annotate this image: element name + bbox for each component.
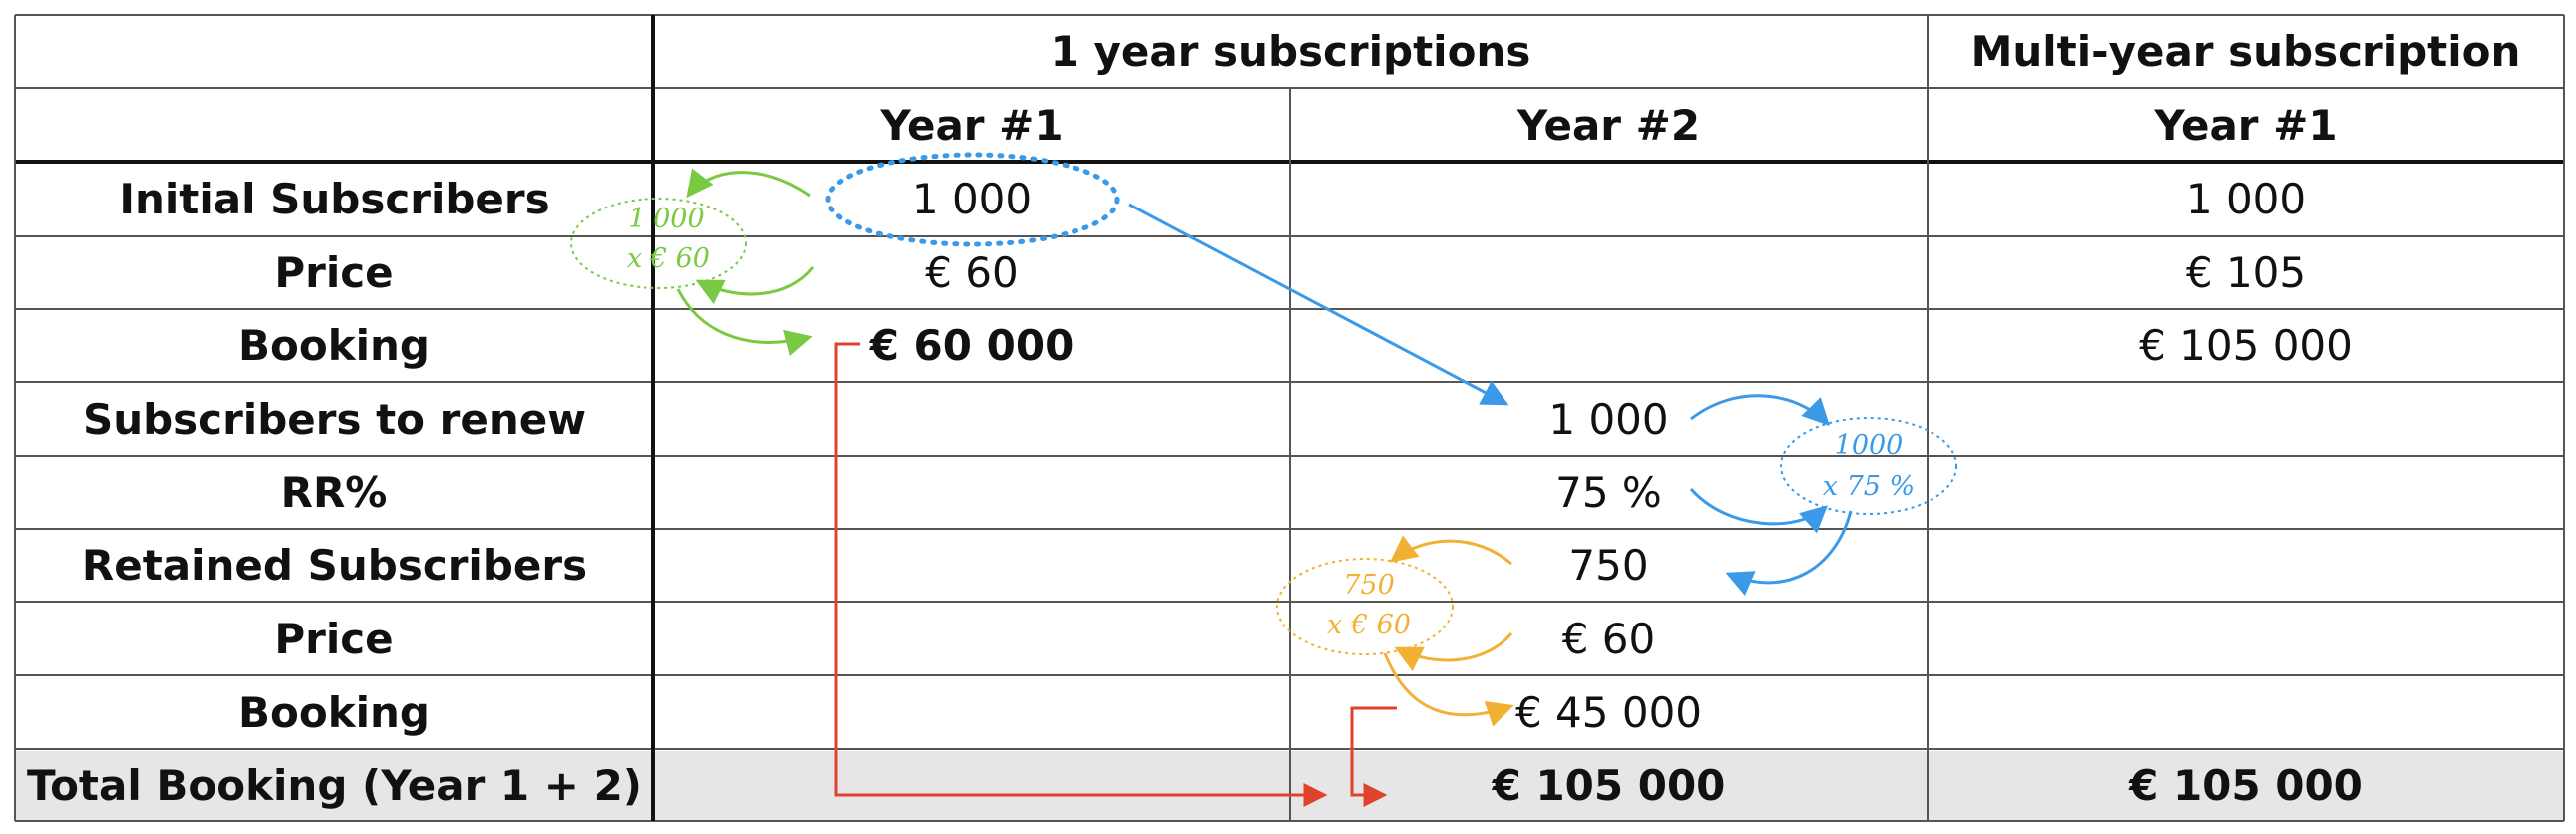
blue-arrow-middle xyxy=(1689,488,1829,534)
row-label-rr-percent: RR% xyxy=(280,468,388,517)
cell-booking-renewal-y1 xyxy=(653,675,1290,749)
cell-price-renewal-y1 xyxy=(653,602,1290,675)
cell-total-booking-multi: € 105 000 xyxy=(2129,760,2362,810)
cell-price-renewal-multi xyxy=(1928,602,2564,675)
cell-retained-subscribers-multi xyxy=(1928,529,2564,602)
cell-price-multi: € 105 xyxy=(2185,248,2307,297)
green-note-line2: x € 60 xyxy=(627,243,710,274)
row-label-price-renewal: Price xyxy=(274,614,394,663)
orange-arrow-middle xyxy=(1394,632,1513,671)
blue-note-line2: x 75 % xyxy=(1823,471,1915,502)
orange-arrow-top xyxy=(1389,535,1512,566)
row-label-subscribers-to-renew: Subscribers to renew xyxy=(82,394,587,444)
cell-booking-y1: € 60 000 xyxy=(869,321,1074,370)
green-arrow-middle xyxy=(695,266,815,304)
blue-arrow-bottom xyxy=(1725,510,1853,597)
row-label-price: Price xyxy=(274,248,394,297)
cell-initial-subscribers-y1: 1 000 xyxy=(911,175,1033,223)
blue-note-bubble xyxy=(1780,417,1957,515)
initial-subscribers-highlight xyxy=(825,152,1120,247)
cell-initial-subscribers-multi: 1 000 xyxy=(2185,175,2307,223)
cell-subscribers-to-renew-y2: 1 000 xyxy=(1548,394,1669,444)
header-1yr-year2: Year #2 xyxy=(1516,100,1701,150)
row-label-initial-subscribers: Initial Subscribers xyxy=(119,175,550,223)
green-arrow-bottom xyxy=(676,288,813,357)
orange-arrow-bottom xyxy=(1383,652,1514,727)
cell-subscribers-to-renew-y1 xyxy=(653,382,1290,456)
header-group-multi: Multi-year subscription xyxy=(1970,27,2521,76)
cell-price-y1: € 60 xyxy=(925,248,1019,297)
header-multi-year1: Year #1 xyxy=(2154,100,2338,150)
blue-note-line1: 1000 xyxy=(1835,430,1904,461)
vertical-rules xyxy=(14,15,2565,821)
red-arrow-year1-to-total xyxy=(834,342,1328,807)
green-arrow-top xyxy=(686,168,811,199)
cell-initial-subscribers-y2 xyxy=(1290,162,1928,236)
cell-total-booking-1yr: € 105 000 xyxy=(1492,760,1726,810)
header-group-1yr: 1 year subscriptions xyxy=(1050,27,1531,76)
row-label-retained-subscribers: Retained Subscribers xyxy=(81,541,588,590)
row-label-booking: Booking xyxy=(237,321,430,370)
cell-subscribers-to-renew-multi xyxy=(1928,382,2564,456)
cell-booking-renewal-multi xyxy=(1928,675,2564,749)
red-arrow-year2-to-total xyxy=(1350,706,1397,807)
orange-note-line1: 750 xyxy=(1343,570,1395,601)
cell-price-renewal-y2: € 60 xyxy=(1561,614,1656,663)
blue-arrow-carry-over xyxy=(1128,203,1509,406)
row-label-booking-renewal: Booking xyxy=(237,687,430,737)
green-note-line1: 1 000 xyxy=(628,204,704,234)
green-note-bubble xyxy=(570,198,747,289)
cell-rr-percent-y1 xyxy=(653,456,1290,529)
cell-booking-multi: € 105 000 xyxy=(2139,321,2353,370)
row-label-total-booking: Total Booking (Year 1 + 2) xyxy=(27,760,642,810)
cell-booking-renewal-y2: € 45 000 xyxy=(1514,687,1703,737)
cell-price-y2 xyxy=(1290,236,1928,309)
header-1yr-year1: Year #1 xyxy=(880,100,1064,150)
blue-arrow-top xyxy=(1690,394,1830,426)
cell-rr-percent-y2: 75 % xyxy=(1555,468,1662,517)
cell-retained-subscribers-y2: 750 xyxy=(1568,541,1649,590)
orange-note-bubble xyxy=(1276,558,1454,655)
orange-note-line2: x € 60 xyxy=(1327,610,1411,640)
cell-retained-subscribers-y1 xyxy=(653,529,1290,602)
cell-booking-y2 xyxy=(1290,309,1928,382)
cell-rr-percent-multi xyxy=(1928,456,2564,529)
